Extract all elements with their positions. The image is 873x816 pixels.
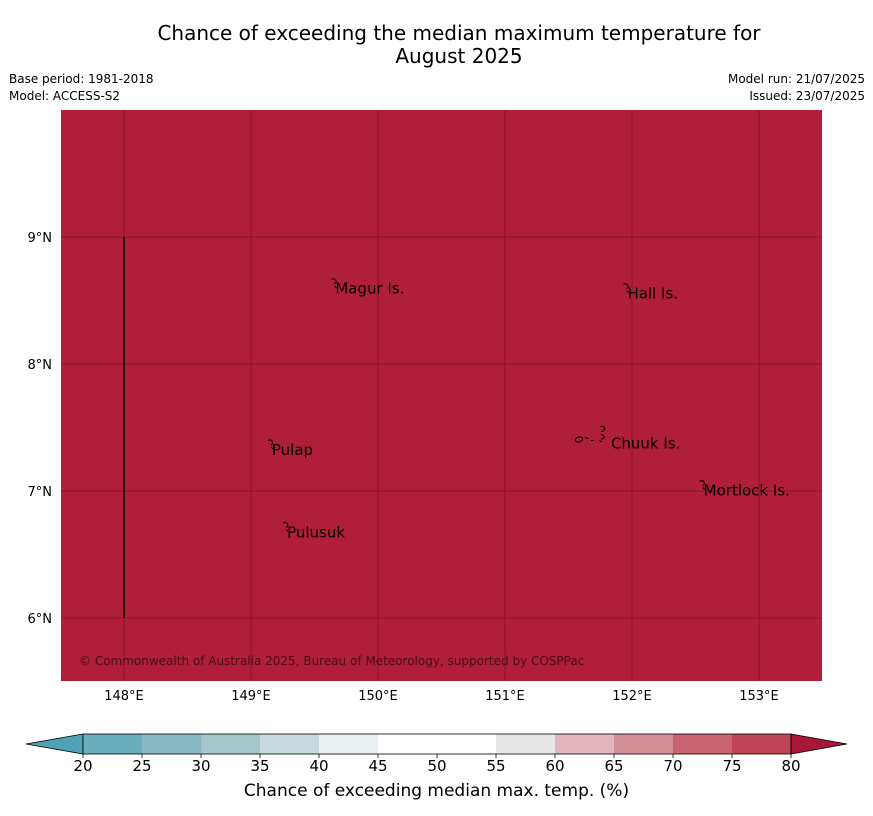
lon-tick-label: 151°E (485, 689, 525, 704)
map-area (61, 110, 822, 681)
island-outlines (267, 278, 706, 532)
place-label: Mortlock Is. (704, 482, 790, 500)
colorbar-tick-label: 75 (722, 757, 741, 775)
island-marker (699, 480, 706, 490)
colorbar-cell (378, 734, 437, 754)
colorbar-cell (555, 734, 614, 754)
lon-tick-label: 153°E (739, 689, 779, 704)
island-marker (267, 439, 274, 450)
island-marker (282, 521, 289, 532)
place-label: Hall Is. (627, 285, 678, 303)
colorbar-tick-label: 30 (191, 757, 210, 775)
colorbar-ticks: 20 25 30 35 40 45 50 55 60 65 70 75 80 (73, 754, 801, 775)
colorbar-cell (260, 734, 319, 754)
place-labels: Magur Is. Hall Is. Pulap Chuuk Is. Mortlock … (272, 280, 790, 542)
colorbar-tick-label: 40 (309, 757, 328, 775)
lon-tick-label: 150°E (358, 689, 398, 704)
colorbar-cell (614, 734, 673, 754)
title-line-1: Chance of exceeding the median maximum t… (157, 21, 761, 45)
place-label: Magur Is. (335, 280, 404, 298)
colorbar-tick-label: 80 (781, 757, 800, 775)
colorbar-cell (319, 734, 378, 754)
island-marker (331, 278, 337, 288)
model-name: Model: ACCESS-S2 (9, 89, 121, 103)
colorbar-tick-label: 65 (604, 757, 623, 775)
colorbar-tick-label: 70 (663, 757, 682, 775)
colorbar-cells (25, 733, 848, 755)
meta-left: Base period: 1981-2018 Model: ACCESS-S2 (9, 71, 154, 105)
model-run: Model run: 21/07/2025 (727, 72, 865, 86)
lat-tick-label: 9°N (28, 231, 53, 246)
base-period: Base period: 1981-2018 (9, 72, 154, 86)
colorbar-tick-label: 25 (132, 757, 151, 775)
lat-tick-label: 6°N (28, 612, 53, 627)
colorbar-tick-label: 45 (368, 757, 387, 775)
colorbar-label: Chance of exceeding median max. temp. (%… (243, 781, 630, 801)
colorbar-cell (496, 734, 555, 754)
island-marker (623, 283, 629, 294)
colorbar-cell (437, 734, 496, 754)
colorbar-tick-label: 35 (250, 757, 269, 775)
colorbar-tick-label: 60 (545, 757, 564, 775)
meta-right: Model run: 21/07/2025 Issued: 23/07/2025 (728, 71, 865, 105)
copyright-notice: © Commonwealth of Australia 2025, Bureau… (79, 654, 584, 668)
colorbar-tick-label: 50 (427, 757, 446, 775)
lon-tick-label: 149°E (231, 689, 271, 704)
colorbar-cell (83, 734, 142, 754)
colorbar-cell (142, 734, 201, 754)
lat-tick-label: 8°N (28, 358, 53, 373)
chart-title: Chance of exceeding the median maximum t… (0, 22, 873, 68)
place-label: Pulusuk (287, 523, 345, 541)
place-label: Chuuk Is. (611, 435, 680, 453)
colorbar-tick-label: 55 (486, 757, 505, 775)
axis-ticks: 148°E 149°E 150°E 151°E 152°E 153°E 9°N 8°N 7°N 6… (28, 231, 779, 704)
colorbar-cell (673, 734, 732, 754)
colorbar-cell (201, 734, 260, 754)
issued-date: Issued: 23/07/2025 (749, 89, 865, 103)
colorbar-cell (732, 734, 791, 754)
map: 148°E 149°E 150°E 151°E 152°E 153°E 9°N 8°N 7°N 6… (28, 110, 822, 704)
colorbar-under-arrow (25, 733, 84, 755)
colorbar-over-arrow (790, 733, 848, 755)
lon-tick-label: 152°E (612, 689, 652, 704)
title-line-2: August 2025 (395, 44, 523, 68)
lat-tick-label: 7°N (28, 485, 53, 500)
island-marker (574, 425, 606, 443)
colorbar-tick-label: 20 (73, 757, 92, 775)
lon-tick-label: 148°E (104, 689, 144, 704)
place-label: Pulap (272, 441, 313, 459)
